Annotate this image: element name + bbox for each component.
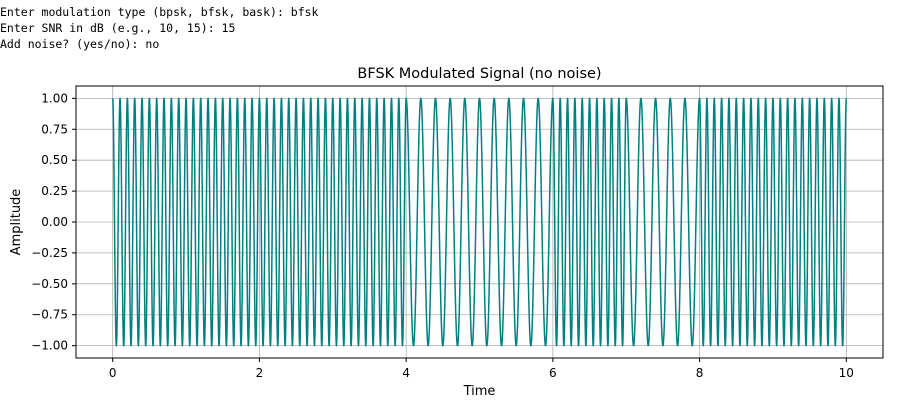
signal-layer [111,97,848,347]
console-line-noise: Add noise? (yes/no): no [0,37,160,51]
y-tick-label: −0.50 [31,277,68,291]
tick-layer: 0 2 4 6 8 10 −1.00 −0.75 −0.50 −0.25 0.00 0.25 0.50 0… [31,91,854,380]
y-tick-label: 0.75 [41,122,68,136]
signal-line [111,97,848,347]
y-tick-label: 0.25 [41,184,68,198]
y-tick-label: 1.00 [41,91,68,105]
y-axis-label: Amplitude [9,189,24,256]
y-tick-label: 0.00 [41,215,68,229]
chart-title: BFSK Modulated Signal (no noise) [357,66,601,82]
console-output: Enter modulation type (bpsk, bfsk, bask)… [0,4,319,52]
x-tick-label: 10 [839,366,854,380]
y-tick-label: −0.75 [31,308,68,322]
x-tick-label: 4 [402,366,410,380]
x-tick-label: 0 [109,366,117,380]
x-tick-label: 8 [696,366,704,380]
x-tick-label: 2 [256,366,264,380]
y-tick-label: −1.00 [31,339,68,353]
console-line-snr: Enter SNR in dB (e.g., 10, 15): 15 [0,21,236,35]
x-axis-label: Time [463,384,496,399]
grid-layer [76,86,883,358]
y-tick-label: 0.50 [41,153,68,167]
x-tick-label: 6 [549,366,557,380]
console-line-modulation: Enter modulation type (bpsk, bfsk, bask)… [0,5,319,19]
y-tick-label: −0.25 [31,246,68,260]
